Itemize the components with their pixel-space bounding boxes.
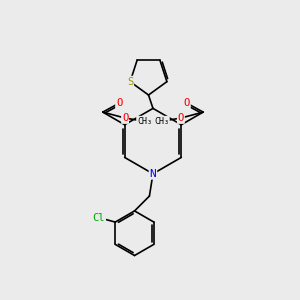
- Text: O: O: [178, 113, 184, 123]
- Text: S: S: [127, 77, 133, 87]
- Text: O: O: [116, 98, 122, 108]
- Text: N: N: [150, 169, 156, 179]
- Text: O: O: [184, 98, 190, 108]
- Text: CH₃: CH₃: [154, 116, 169, 125]
- Text: CH₃: CH₃: [137, 116, 152, 125]
- Text: O: O: [122, 113, 128, 123]
- Text: Cl: Cl: [93, 213, 105, 223]
